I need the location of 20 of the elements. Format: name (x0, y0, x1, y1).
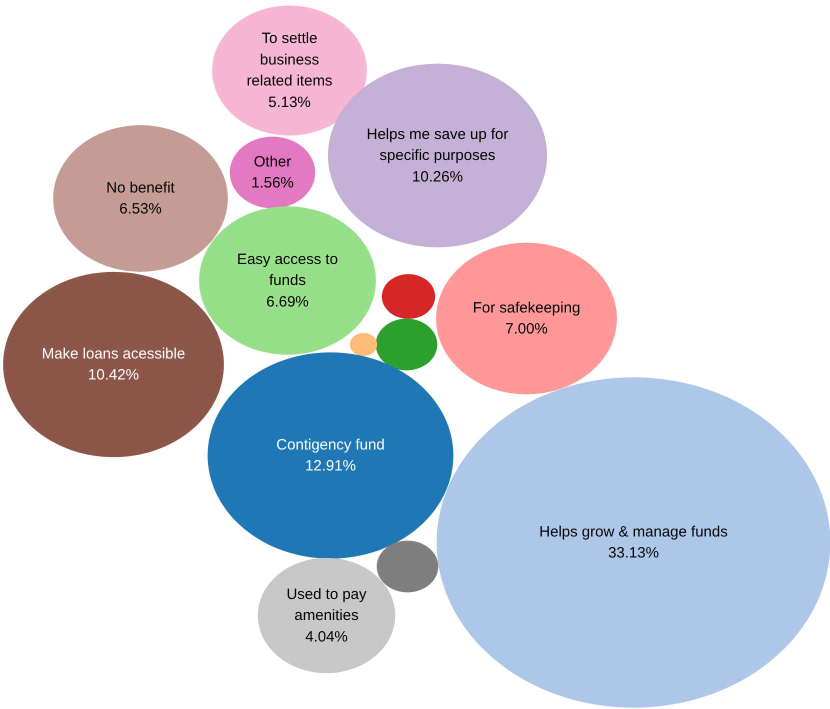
data-label: 10.26% (412, 168, 463, 186)
data-label: 12.91% (305, 458, 356, 475)
category-label: Used to pay amenities (286, 586, 368, 624)
category-label: Contigency fund (276, 436, 385, 454)
data-label: 4.04% (305, 628, 348, 646)
data-label: 5.13% (268, 94, 311, 111)
data-label: 10.42% (88, 366, 139, 384)
data-label: 6.53% (119, 200, 162, 218)
category-label: Easy access to funds (237, 250, 338, 289)
data-label: 1.56% (251, 174, 294, 192)
category-label: For safekeeping (472, 299, 580, 316)
category-label: No benefit (106, 179, 176, 196)
category-label: Make loans acessible (42, 345, 186, 362)
data-label: 33.13% (608, 544, 659, 562)
category-label: Other (254, 153, 292, 170)
data-label: 6.69% (266, 293, 309, 310)
category-label: Helps me save up for specific purposes (366, 126, 508, 164)
category-label: Helps grow & manage funds (539, 523, 728, 540)
data-label: 7.00% (505, 320, 548, 338)
category-label: To settle business related items (246, 30, 332, 90)
